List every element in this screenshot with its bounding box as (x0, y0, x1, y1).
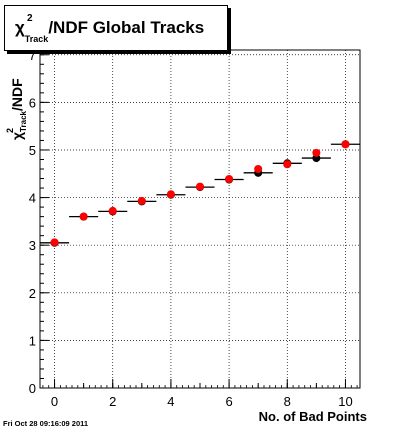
data-point (108, 206, 117, 215)
x-axis-label: No. of Bad Points (259, 409, 367, 424)
y-axis-label: χTrack/NDF 2 (5, 78, 28, 140)
series-1 (50, 140, 350, 247)
y-axis-label-superscript: 2 (5, 128, 15, 133)
y-tick-label: 3 (29, 238, 36, 253)
x-tick-labels: 0 2 4 6 8 10 (51, 394, 353, 409)
title-text: /NDF Global Tracks (48, 18, 204, 37)
plot-frame (39, 49, 361, 389)
data-point (312, 148, 321, 157)
y-tick-labels: 0 1 2 3 4 5 6 7 (29, 48, 36, 396)
y-tick-label: 2 (29, 286, 36, 301)
y-axis-label-symbol: χ (9, 132, 25, 140)
y-tick-label: 7 (29, 48, 36, 63)
svg-text:χTrack/NDF: χTrack/NDF (9, 78, 28, 140)
axes (39, 49, 361, 389)
title-superscript: 2 (27, 13, 33, 24)
data-point (50, 238, 59, 247)
data-point (79, 212, 88, 221)
title-subscript: Track (25, 34, 50, 44)
x-tick-label: 6 (225, 394, 232, 409)
data-point (283, 160, 292, 169)
data-point (341, 140, 350, 149)
y-tick-label: 1 (29, 333, 36, 348)
data-series (40, 140, 360, 247)
title-symbol: χ (15, 18, 25, 37)
data-point (254, 165, 263, 174)
title-box: χTrack/NDF Global Tracks 2 (4, 5, 228, 51)
svg-text:χTrack/NDF Global Tracks: χTrack/NDF Global Tracks (15, 18, 204, 44)
y-tick-label: 4 (29, 191, 36, 206)
timestamp-footer: Fri Oct 28 09:16:09 2011 (3, 419, 89, 428)
x-tick-label: 2 (109, 394, 116, 409)
data-point (196, 182, 204, 191)
data-point (225, 175, 234, 184)
y-tick-label: 5 (29, 143, 36, 158)
x-tick-label: 10 (338, 394, 352, 409)
y-tick-label: 6 (29, 95, 36, 110)
data-point (137, 196, 146, 205)
x-tick-label: 4 (167, 394, 174, 409)
x-tick-label: 8 (284, 394, 291, 409)
y-axis-label-subscript: Track (19, 110, 28, 131)
y-axis-label-text: /NDF (9, 78, 25, 111)
data-point (166, 190, 175, 199)
series-0 (40, 140, 360, 247)
title-graphic: χTrack/NDF Global Tracks 2 (15, 13, 204, 44)
y-tick-label: 0 (29, 381, 36, 396)
grid-lines (40, 50, 360, 388)
x-tick-label: 0 (51, 394, 58, 409)
